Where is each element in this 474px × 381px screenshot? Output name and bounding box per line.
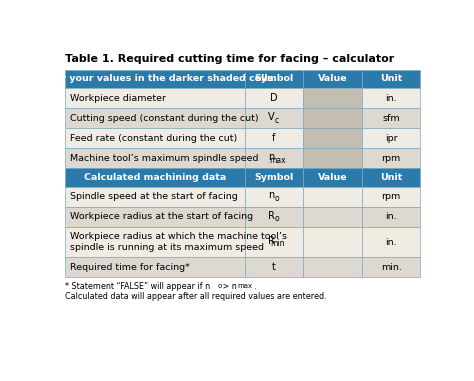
Bar [245,168,303,187]
Bar [303,88,362,108]
Bar [303,108,362,128]
Text: n: n [269,190,275,200]
Text: f: f [272,133,276,143]
Bar [362,168,420,187]
Text: in.: in. [385,212,397,221]
Bar [65,227,245,258]
Bar [362,207,420,227]
Text: Unit: Unit [380,173,402,182]
Bar [303,207,362,227]
Bar [245,258,303,277]
Text: D: D [270,93,278,103]
Bar [245,128,303,148]
Text: min: min [270,240,284,248]
Text: Value: Value [318,74,347,83]
Text: o: o [218,283,222,289]
Bar [65,70,245,88]
Text: rpm: rpm [382,192,401,201]
Bar [65,187,245,207]
Text: Workpiece radius at the start of facing: Workpiece radius at the start of facing [70,212,253,221]
Bar [362,88,420,108]
Text: Value: Value [318,173,347,182]
Bar [245,187,303,207]
Bar [65,148,245,168]
Text: c: c [275,115,279,125]
Text: ipr: ipr [385,134,397,142]
Bar [303,148,362,168]
Text: max: max [237,283,253,289]
Text: sfm: sfm [383,114,400,123]
Text: Workpiece radius at which the machine tool’s
spindle is running at its maximum s: Workpiece radius at which the machine to… [70,232,287,252]
Text: Calculated machining data: Calculated machining data [84,173,226,182]
Bar [65,168,245,187]
Text: > n: > n [220,282,237,291]
Text: V: V [268,112,275,122]
Bar [303,258,362,277]
Bar [245,88,303,108]
Text: Required time for facing*: Required time for facing* [70,263,190,272]
Text: * Statement “FALSE” will appear if n: * Statement “FALSE” will appear if n [65,282,210,291]
Text: o: o [275,194,279,203]
Bar [362,148,420,168]
Bar [65,88,245,108]
Text: Feed rate (constant during the cut): Feed rate (constant during the cut) [70,134,237,142]
Text: R: R [268,236,275,246]
Text: Workpiece diameter: Workpiece diameter [70,94,166,102]
Text: o: o [275,214,279,223]
Bar [362,227,420,258]
Text: n: n [269,152,275,162]
Bar [303,187,362,207]
Text: Table 1. Required cutting time for facing – calculator: Table 1. Required cutting time for facin… [65,54,395,64]
Bar [303,70,362,88]
Bar [245,70,303,88]
Bar [362,128,420,148]
Text: Calculated data will appear after all required values are entered.: Calculated data will appear after all re… [65,292,327,301]
Text: R: R [268,211,275,221]
Bar [245,227,303,258]
Bar [362,108,420,128]
Bar [245,148,303,168]
Text: Unit: Unit [380,74,402,83]
Text: in.: in. [385,238,397,247]
Text: Spindle speed at the start of facing: Spindle speed at the start of facing [70,192,238,201]
Text: Enter your values in the darker shaded cells: Enter your values in the darker shaded c… [37,74,273,83]
Bar [65,128,245,148]
Text: Cutting speed (constant during the cut): Cutting speed (constant during the cut) [70,114,259,123]
Bar [65,108,245,128]
Bar [303,227,362,258]
Bar [245,108,303,128]
Bar [245,207,303,227]
Bar [362,70,420,88]
Text: .: . [253,282,255,291]
Text: t: t [272,263,276,272]
Text: min.: min. [381,263,401,272]
Text: Machine tool’s maximum spindle speed: Machine tool’s maximum spindle speed [70,154,259,163]
Bar [65,207,245,227]
Text: Symbol: Symbol [255,173,293,182]
Bar [303,168,362,187]
Text: Symbol: Symbol [255,74,293,83]
Text: max: max [269,155,285,165]
Text: rpm: rpm [382,154,401,163]
Text: in.: in. [385,94,397,102]
Bar [362,187,420,207]
Bar [303,128,362,148]
Bar [362,258,420,277]
Bar [65,258,245,277]
